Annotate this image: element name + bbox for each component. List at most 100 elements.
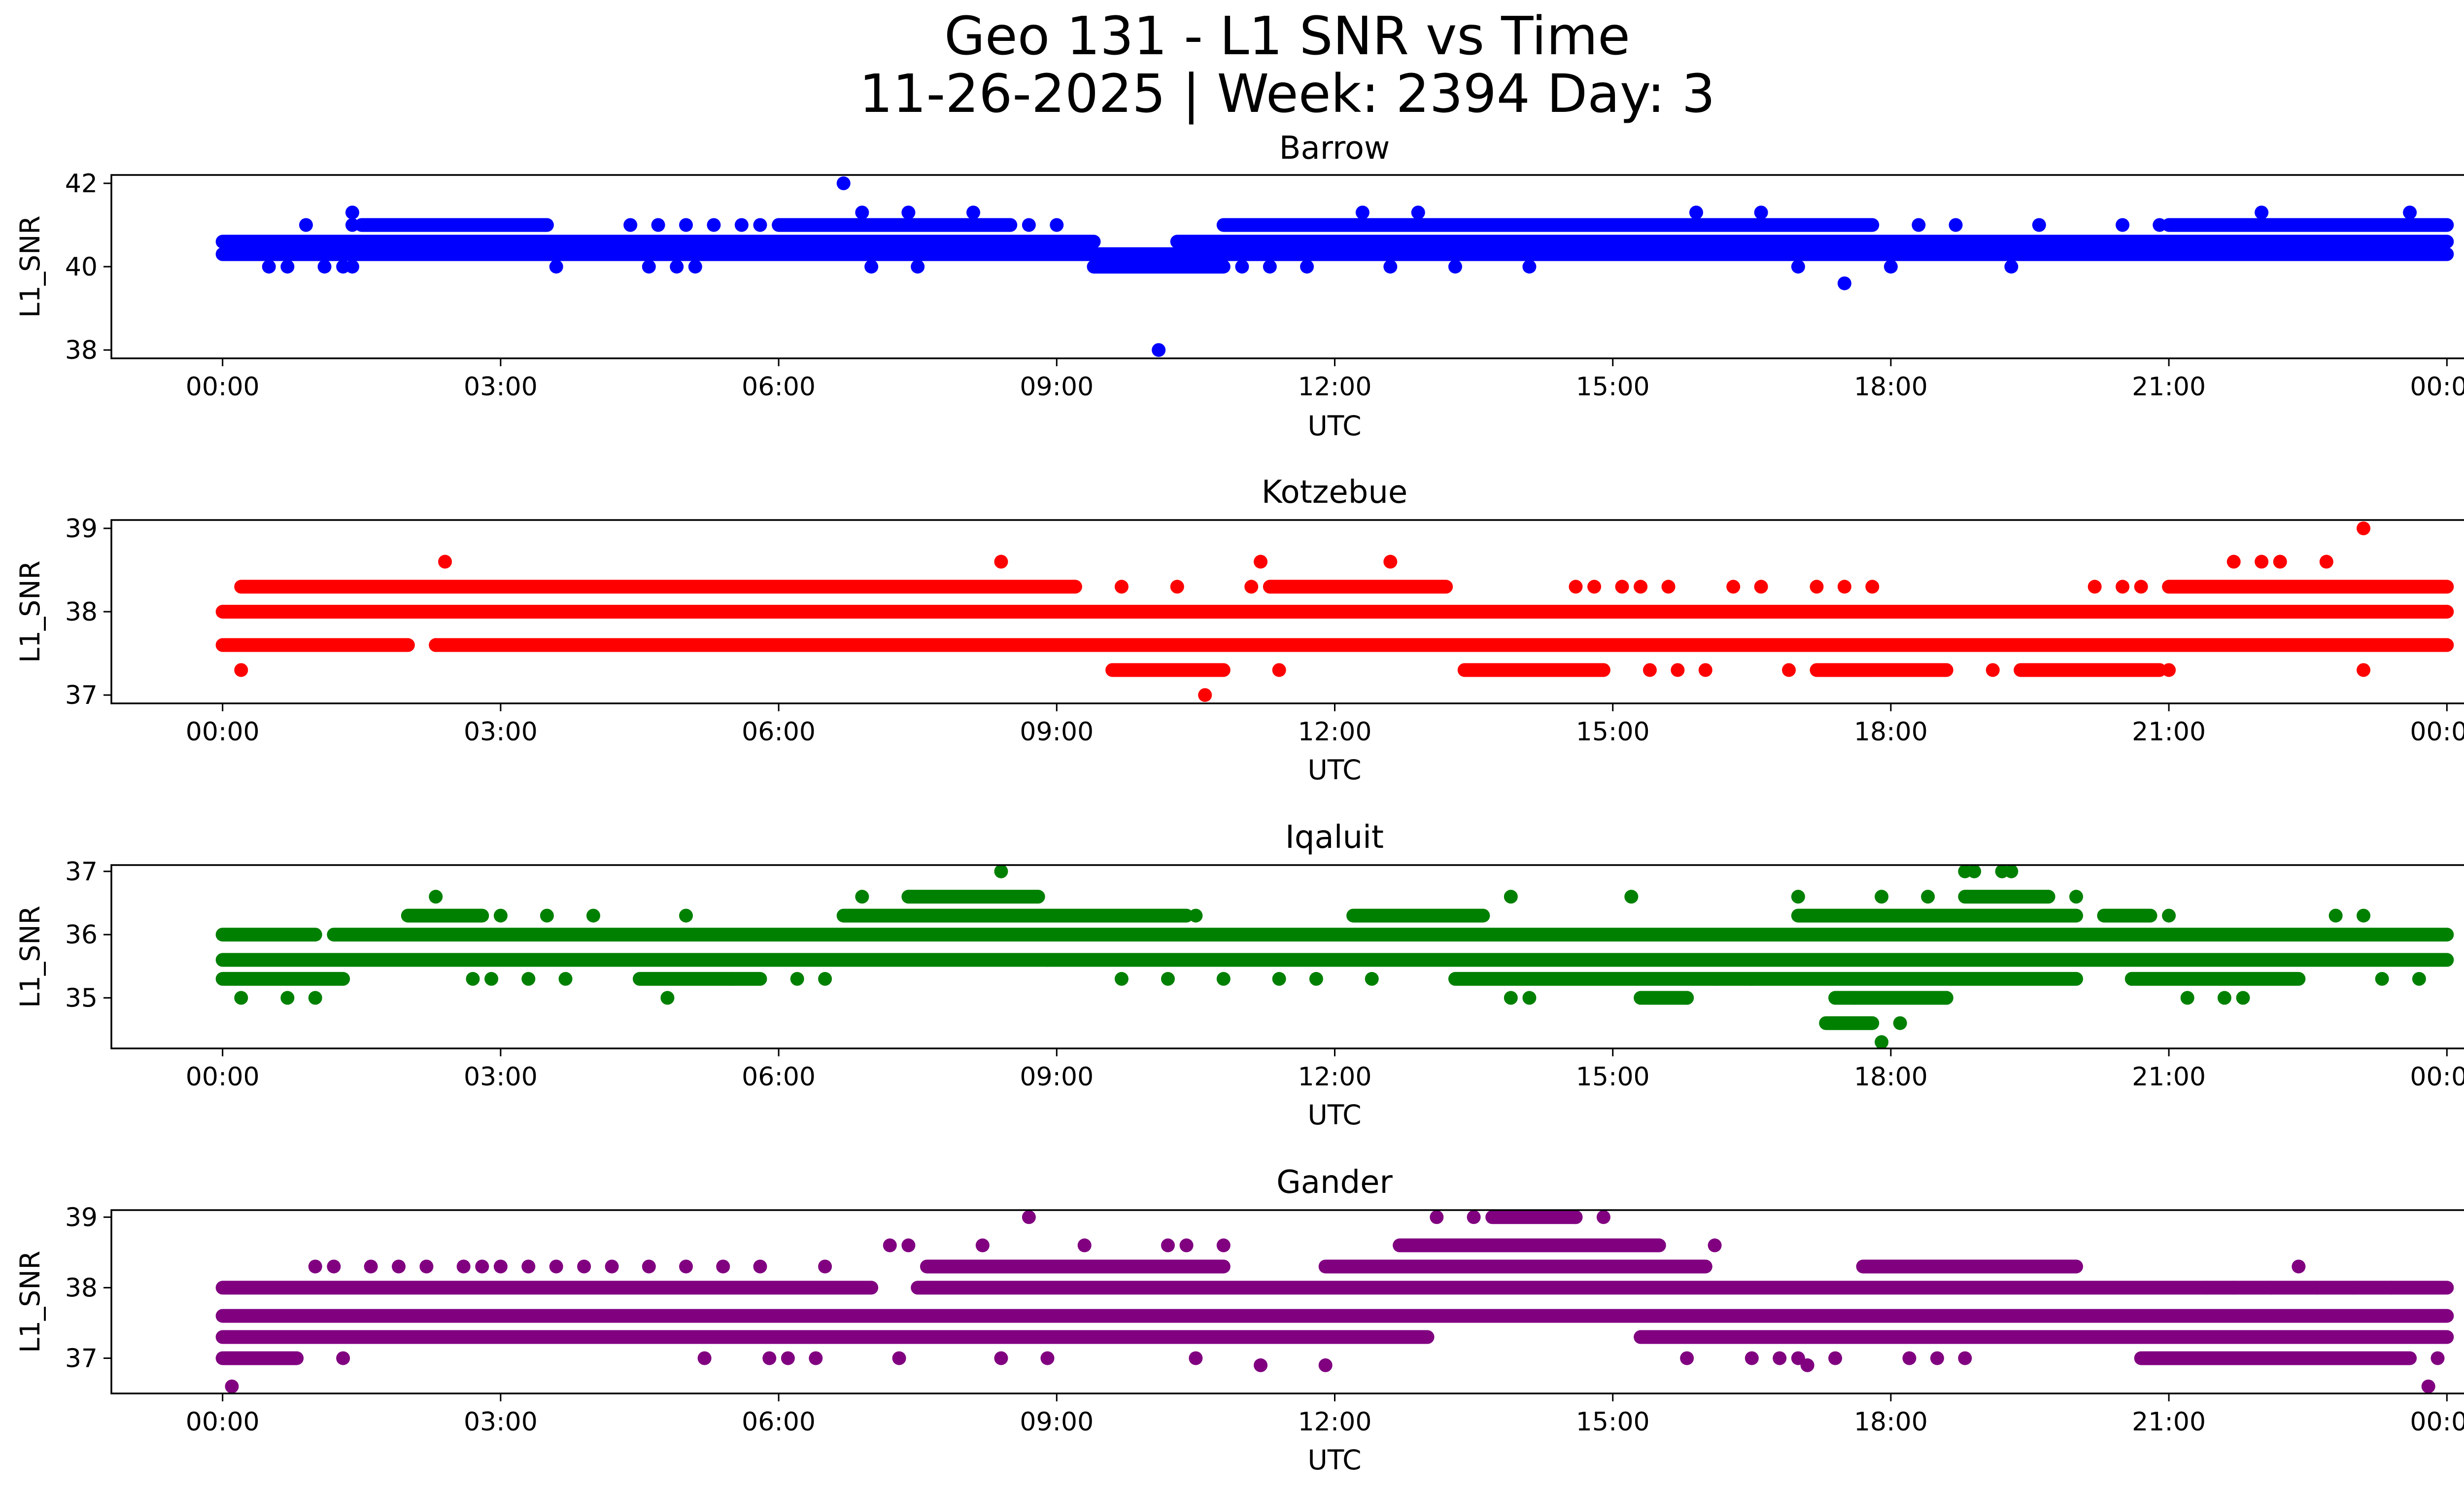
data-point [2162,663,2176,677]
data-point [1522,260,1537,274]
x-tick-label: 18:00 [1854,372,1928,402]
data-point [642,260,656,274]
data-point [2004,260,2019,274]
data-point [549,1259,563,1274]
y-tick-label: 37 [65,681,98,710]
data-point [688,260,702,274]
data-point [809,1351,823,1365]
data-point [456,1259,471,1274]
data-point [558,972,573,986]
y-tick-label: 40 [65,252,98,282]
data-point [1050,218,1064,232]
x-axis-label: UTC [1307,1099,1361,1131]
panel-kotzebue: Kotzebue 00:00 03:00 06:00 09:00 12:00 15:00 1… [14,474,2464,786]
data-point [2328,908,2343,923]
data-point [1216,972,1231,986]
data-point [1939,991,1953,1005]
x-axis-ticks: 00:00 03:00 06:00 09:00 12:00 15:00 18:00 21:00… [186,1048,2464,1092]
x-tick-label: 15:00 [1576,1407,1650,1437]
data-point [1365,972,1379,986]
x-tick-label: 15:00 [1576,1062,1650,1092]
data-point [317,260,332,274]
data-point [1671,663,1685,677]
data-point [1393,1330,1407,1344]
scatter-marks [215,864,2454,1049]
data-point [1504,890,1518,904]
data-point [1430,1210,1444,1224]
data-point [1837,580,1851,594]
data-point [475,1259,489,1274]
data-point [642,1259,656,1274]
y-axis-ticks: 35 36 37 [65,857,111,1013]
plot-area [111,175,2464,358]
data-point [234,991,248,1005]
data-point [2255,555,2269,569]
data-point [2255,206,2269,220]
y-axis-ticks: 37 38 39 [65,1203,111,1373]
x-tick-label: 12:00 [1298,1062,1372,1092]
x-tick-label: 21:00 [2132,372,2206,402]
data-point [753,1259,767,1274]
x-tick-label: 21:00 [2132,1062,2206,1092]
data-point [818,1259,832,1274]
data-point [2357,521,2371,535]
data-point [586,908,600,923]
data-point [364,1259,378,1274]
y-axis-ticks: 38 40 42 [65,169,111,365]
x-tick-label: 18:00 [1854,1062,1928,1092]
data-point [493,1259,508,1274]
data-point [1040,953,1055,967]
data-point [392,1259,406,1274]
data-point [966,206,981,220]
data-point [419,1259,434,1274]
data-point [2088,580,2102,594]
data-point [1152,343,1166,357]
data-point [725,972,740,986]
data-point [2162,908,2176,923]
data-point [1902,1351,1916,1365]
y-axis-label: L1_SNR [14,560,46,662]
x-tick-label: 15:00 [1576,717,1650,747]
data-point [670,260,684,274]
data-point [911,260,925,274]
x-tick-label: 03:00 [464,372,538,402]
data-point [1708,972,1722,986]
data-point [2069,890,2084,904]
data-point [1569,580,1583,594]
x-tick-label: 12:00 [1298,372,1372,402]
data-point [1661,580,1676,594]
data-point [336,1351,350,1365]
data-point [1254,555,1268,569]
data-point [1235,260,1249,274]
data-point [660,991,675,1005]
data-point [484,972,499,986]
data-point [466,972,480,986]
y-axis-ticks: 37 38 39 [65,514,111,710]
data-point [994,555,1008,569]
data-point [1309,972,1323,986]
data-point [1170,580,1184,594]
scatter-marks [215,1210,2454,1393]
data-point [1448,1259,1462,1274]
data-point [781,1351,795,1365]
data-point [1179,1238,1194,1252]
y-tick-label: 38 [65,1273,98,1303]
data-point [1875,1035,1889,1049]
scatter-marks [215,521,2454,702]
data-point [1930,1351,1944,1365]
data-point [605,1259,619,1274]
x-tick-label: 00:00 [186,717,260,747]
data-point [1985,663,2000,677]
data-point [308,991,322,1005]
data-point [1476,218,1490,232]
y-tick-label: 37 [65,857,98,887]
data-point [2180,991,2194,1005]
data-point [1522,991,1537,1005]
x-tick-label: 06:00 [742,717,816,747]
data-point [623,218,638,232]
x-tick-label: 00:00 [2410,1407,2464,1437]
data-point [1383,260,1398,274]
data-point [1791,890,1805,904]
data-point [2375,972,2389,986]
data-point [2310,1281,2325,1295]
